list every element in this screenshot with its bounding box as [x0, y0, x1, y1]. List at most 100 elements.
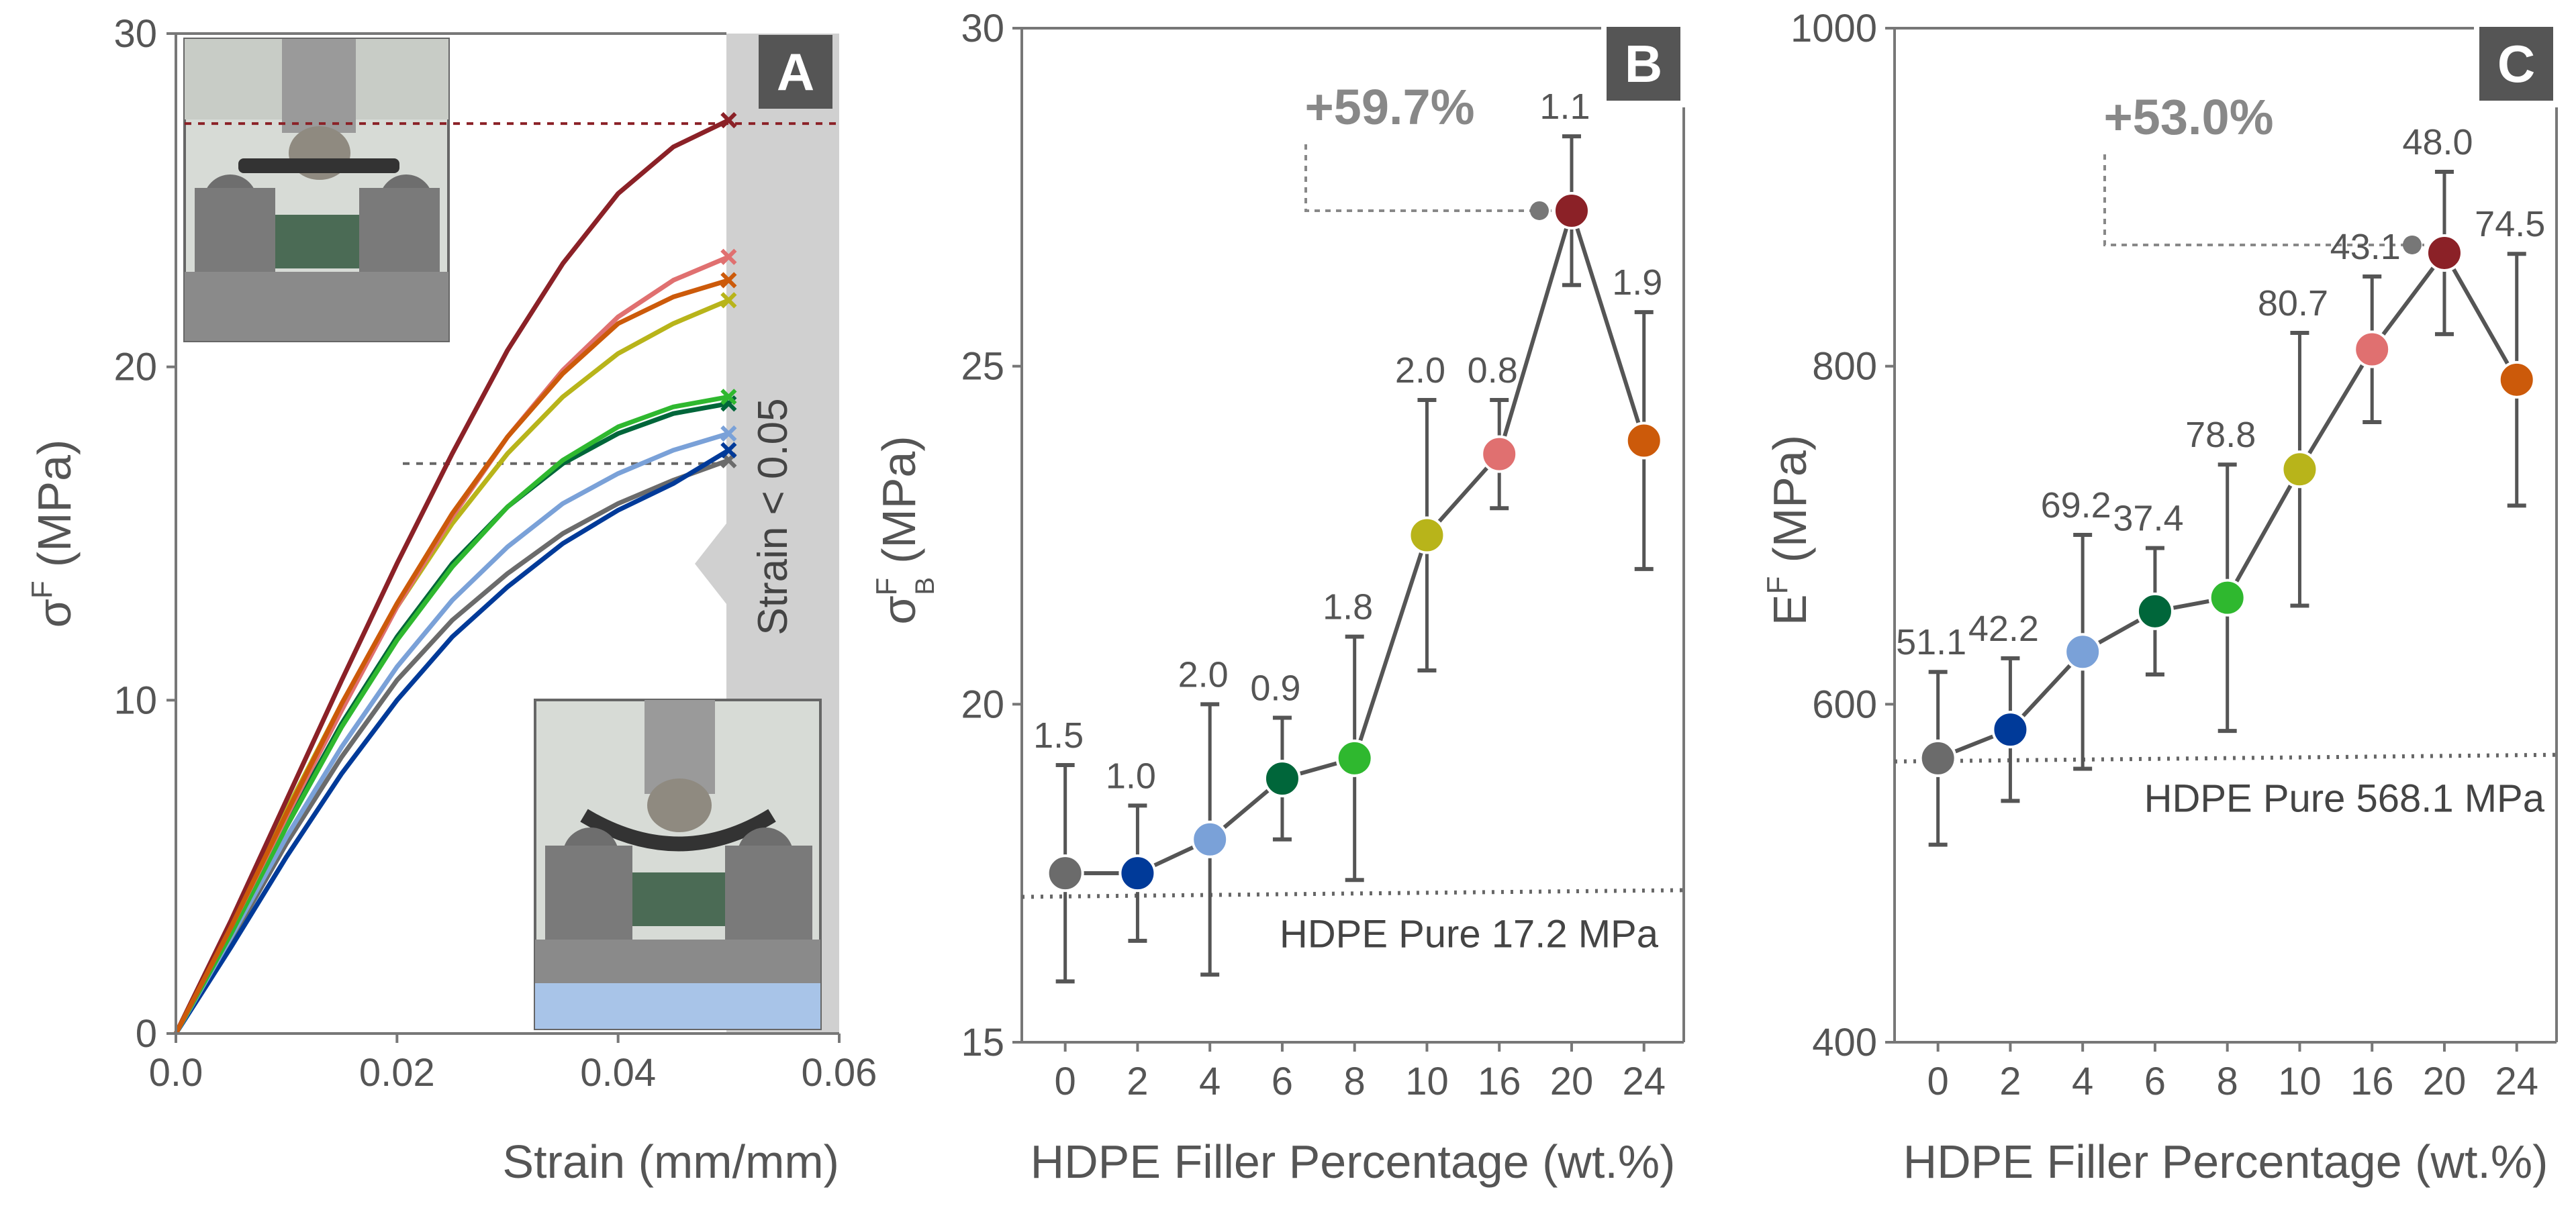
improvement-label: +59.7%: [1304, 79, 1474, 135]
data-point: [1991, 711, 2030, 749]
curve-end-marker-5: [720, 292, 737, 309]
y-tick-label: 1000: [1791, 7, 1877, 50]
panel-a-label-box: [759, 35, 832, 109]
error-value-label: 51.1: [1896, 622, 1966, 662]
curve-end-marker-4: [720, 389, 737, 405]
x-tick-label: 24: [2495, 1060, 2538, 1103]
panel-a-strain-stress: Strain < 0.05: [26, 12, 877, 1188]
curve-0: [173, 458, 730, 1035]
panel-b-label: B: [1625, 34, 1662, 93]
x-tick-label: 6: [2144, 1060, 2166, 1103]
y-tick-label: 0: [136, 1012, 157, 1056]
x-tick-label: 0.0: [149, 1051, 203, 1095]
data-point: [1335, 739, 1374, 777]
curve-7: [173, 117, 730, 1035]
data-point: [1552, 191, 1590, 230]
y-tick-label: 30: [113, 12, 157, 56]
curve-end-marker-2: [720, 425, 737, 442]
y-tick-label: 20: [113, 346, 157, 389]
x-tick-label: 0.02: [359, 1051, 435, 1095]
x-tick-label: 8: [2217, 1060, 2238, 1103]
curve-1: [174, 448, 730, 1035]
y-tick-label: 400: [1812, 1021, 1877, 1064]
data-point: [1191, 820, 1229, 858]
y-tick-label: 15: [961, 1021, 1004, 1064]
panel-b-label-box: [1607, 27, 1680, 101]
inset-photo-top: [183, 38, 450, 342]
improvement-label: +53.0%: [2103, 89, 2273, 145]
strain-region-label: Strain < 0.05: [750, 398, 796, 635]
data-point: [1625, 421, 1663, 460]
x-tick-label: 6: [1272, 1060, 1293, 1103]
curve-end-marker-1: [720, 442, 737, 458]
x-tick-label: 20: [2423, 1060, 2467, 1103]
y-tick-label: 600: [1812, 683, 1877, 726]
x-tick-label: 20: [1550, 1060, 1594, 1103]
strain-region-notch: [695, 523, 726, 604]
x-tick-label: 0: [1927, 1060, 1949, 1103]
y-tick-label: 30: [961, 7, 1004, 50]
x-tick-label: 0.04: [580, 1051, 656, 1095]
error-value-label: 48.0: [2402, 122, 2473, 162]
y-tick-label: 25: [961, 345, 1004, 389]
data-point: [1263, 760, 1301, 798]
x-tick-label: 4: [2072, 1060, 2093, 1103]
error-value-label: 1.9: [1612, 262, 1662, 303]
error-value-label: 78.8: [2185, 415, 2256, 455]
panel-c-label-box: [2479, 27, 2553, 101]
curve-end-marker-8: [720, 272, 737, 289]
curve-end-marker-6: [720, 248, 737, 265]
panel-c-modulus: HDPE Pure 568.1 MPa 51.1 42.2 69.2 37.4 78.8…: [1761, 7, 2558, 1188]
error-value-label: 1.1: [1539, 87, 1590, 127]
error-value-label: 0.8: [1468, 350, 1518, 391]
data-point: [2208, 578, 2246, 617]
marks-group: 51.1 42.2 69.2 37.4 78.8 80.743.1 48.0 74.5: [1896, 122, 2545, 847]
y-tick-label: 800: [1812, 345, 1877, 389]
error-value-label: 42.2: [1968, 609, 2039, 649]
x-tick-label: 16: [2350, 1060, 2394, 1103]
curve-end-marker-7: [720, 112, 737, 129]
x-axis-label: HDPE Filler Percentage (wt.%): [1031, 1136, 1676, 1188]
data-point: [2497, 360, 2536, 399]
data-point: [1480, 435, 1519, 473]
data-point: [1118, 854, 1157, 893]
data-point: [1919, 739, 1957, 777]
x-tick-label: 0.06: [802, 1051, 877, 1095]
reference-label: HDPE Pure 17.2 MPa: [1280, 912, 1659, 956]
curve-4: [173, 394, 729, 1035]
callout-dot: [1529, 201, 1549, 220]
reference-line: [1894, 752, 2557, 764]
error-value-label: 69.2: [2041, 485, 2111, 525]
inset-photo-bottom: [534, 699, 822, 1030]
x-tick-label: 24: [1622, 1060, 1666, 1103]
error-value-label: 74.5: [2475, 204, 2545, 244]
y-axis-label: EF(MPa): [1761, 435, 1816, 625]
data-point: [2353, 330, 2391, 368]
x-tick-label: 0: [1055, 1060, 1076, 1103]
error-value-label: 2.0: [1395, 350, 1445, 391]
x-tick-label: 2: [1999, 1060, 2021, 1103]
data-point: [2425, 234, 2463, 272]
y-tick-label: 10: [113, 678, 157, 722]
callout-dot: [2402, 235, 2422, 254]
panel-b-strength: HDPE Pure 17.2 MPa 1.5 1.0 2.0 0.9 1.8 2.0 0.8…: [870, 7, 1685, 1188]
error-value-label: 1.5: [1033, 715, 1084, 756]
error-value-label: 0.9: [1250, 668, 1300, 708]
marks-group: 1.5 1.0 2.0 0.9 1.8 2.0 0.8 1.1 1.9: [1033, 87, 1663, 984]
error-value-label: 43.1: [2330, 227, 2401, 267]
y-axis-label: σF(MPa): [26, 440, 81, 628]
improvement-callout: [2103, 154, 2424, 246]
x-tick-label: 10: [1405, 1060, 1449, 1103]
curve-8: [173, 278, 730, 1035]
panel-c-label: C: [2497, 34, 2535, 93]
curves-group: [173, 112, 737, 1035]
x-axis-label: Strain (mm/mm): [502, 1136, 839, 1188]
reference-label: HDPE Pure 568.1 MPa: [2144, 777, 2545, 821]
error-value-label: 80.7: [2258, 283, 2328, 323]
data-point: [2281, 450, 2319, 489]
error-value-label: 2.0: [1178, 654, 1229, 695]
reference-line: [1021, 888, 1684, 899]
x-tick-label: 16: [1478, 1060, 1521, 1103]
error-value-label: 37.4: [2113, 499, 2183, 539]
